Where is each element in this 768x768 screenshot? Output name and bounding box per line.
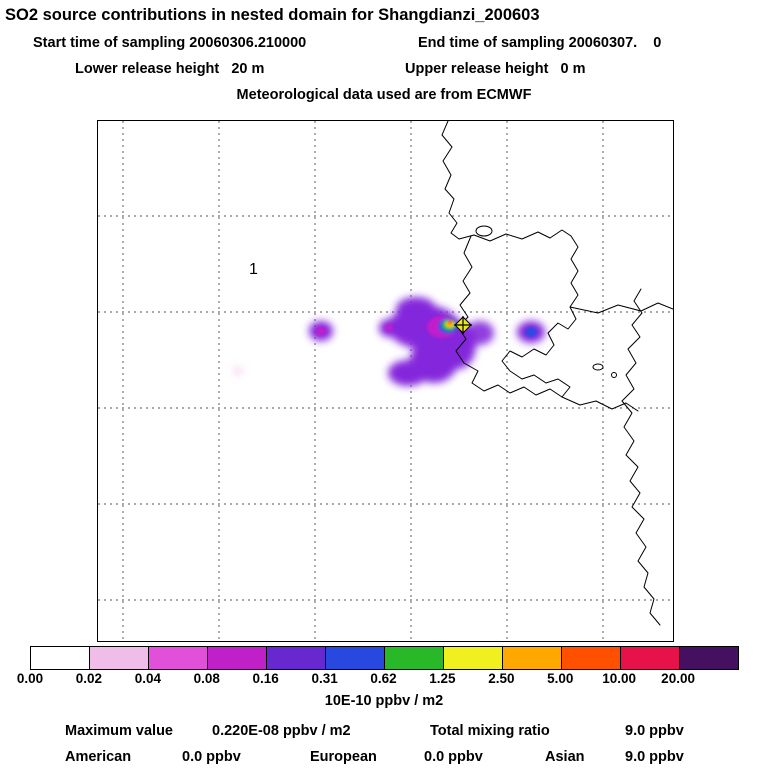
- colorbar-tick-label: 0.08: [193, 671, 220, 686]
- colorbar-segment: [149, 647, 208, 669]
- total-mixing-ratio-label: Total mixing ratio: [430, 723, 550, 739]
- colorbar-segment: [90, 647, 149, 669]
- colorbar-tick-label: 0.04: [134, 671, 161, 686]
- colorbar-segment: [680, 647, 738, 669]
- colorbar-segment: [503, 647, 562, 669]
- colorbar-units-label: 10E-10 ppbv / m2: [324, 693, 444, 709]
- colorbar-tick-label: 5.00: [547, 671, 574, 686]
- colorbar-tick-label: 0.00: [16, 671, 44, 686]
- colorbar-segment: [267, 647, 326, 669]
- region-name: European: [310, 749, 377, 765]
- colorbar-tick-label: 0.31: [311, 671, 338, 686]
- colorbar-segment: [326, 647, 385, 669]
- colorbar-tick-label: 1.25: [429, 671, 456, 686]
- source-marker-icon: [454, 316, 472, 334]
- total-mixing-ratio-value: 9.0 ppbv: [625, 723, 684, 739]
- nested-domain-number-label: 1: [249, 261, 258, 278]
- page-title: SO2 source contributions in nested domai…: [5, 6, 540, 24]
- colorbar-tick-label: 10.00: [602, 671, 637, 686]
- concentration-plume: [233, 297, 545, 386]
- region-value: 0.0 ppbv: [182, 749, 241, 765]
- latlon-grid: [98, 121, 673, 641]
- end-time-text: End time of sampling 20060307. 0: [418, 35, 662, 51]
- colorbar-segment: [562, 647, 621, 669]
- colorbar-segment: [385, 647, 444, 669]
- region-name: American: [65, 749, 132, 765]
- colorbar-segment: [621, 647, 680, 669]
- region-value: 0.0 ppbv: [424, 749, 483, 765]
- upper-release-text: Upper release height 0 m: [405, 61, 586, 77]
- colorbar-tick-label: 0.62: [370, 671, 397, 686]
- start-time-text: Start time of sampling 20060306.210000: [33, 35, 307, 51]
- map-canvas: [98, 121, 673, 641]
- colorbar: [30, 646, 739, 670]
- colorbar-tick-labels: 0.00 0.02 0.04 0.08 0.16 0.31 0.62 1.25 2.50 5.00…: [17, 671, 737, 687]
- coastlines: [441, 121, 673, 626]
- colorbar-tick-label: 0.02: [75, 671, 103, 686]
- region-value: 9.0 ppbv: [625, 749, 684, 765]
- colorbar-tick-label: 2.50: [488, 671, 515, 686]
- region-name: Asian: [545, 749, 585, 765]
- colorbar-tick-label: 0.16: [252, 671, 279, 686]
- region-contributions-row: American 0.0 ppbv European 0.0 ppbv Asian 9.0…: [0, 749, 768, 767]
- colorbar-segment: [444, 647, 503, 669]
- colorbar-segment: [31, 647, 90, 669]
- max-value: 0.220E-08 ppbv / m2: [212, 723, 351, 739]
- map-panel: 1: [97, 120, 674, 642]
- lower-release-text: Lower release height 20 m: [75, 61, 265, 77]
- colorbar-tick-label: 20.00: [661, 671, 695, 686]
- met-data-text: Meteorological data used are from ECMWF: [236, 87, 532, 103]
- max-value-label: Maximum value: [65, 723, 173, 739]
- colorbar-segment: [208, 647, 267, 669]
